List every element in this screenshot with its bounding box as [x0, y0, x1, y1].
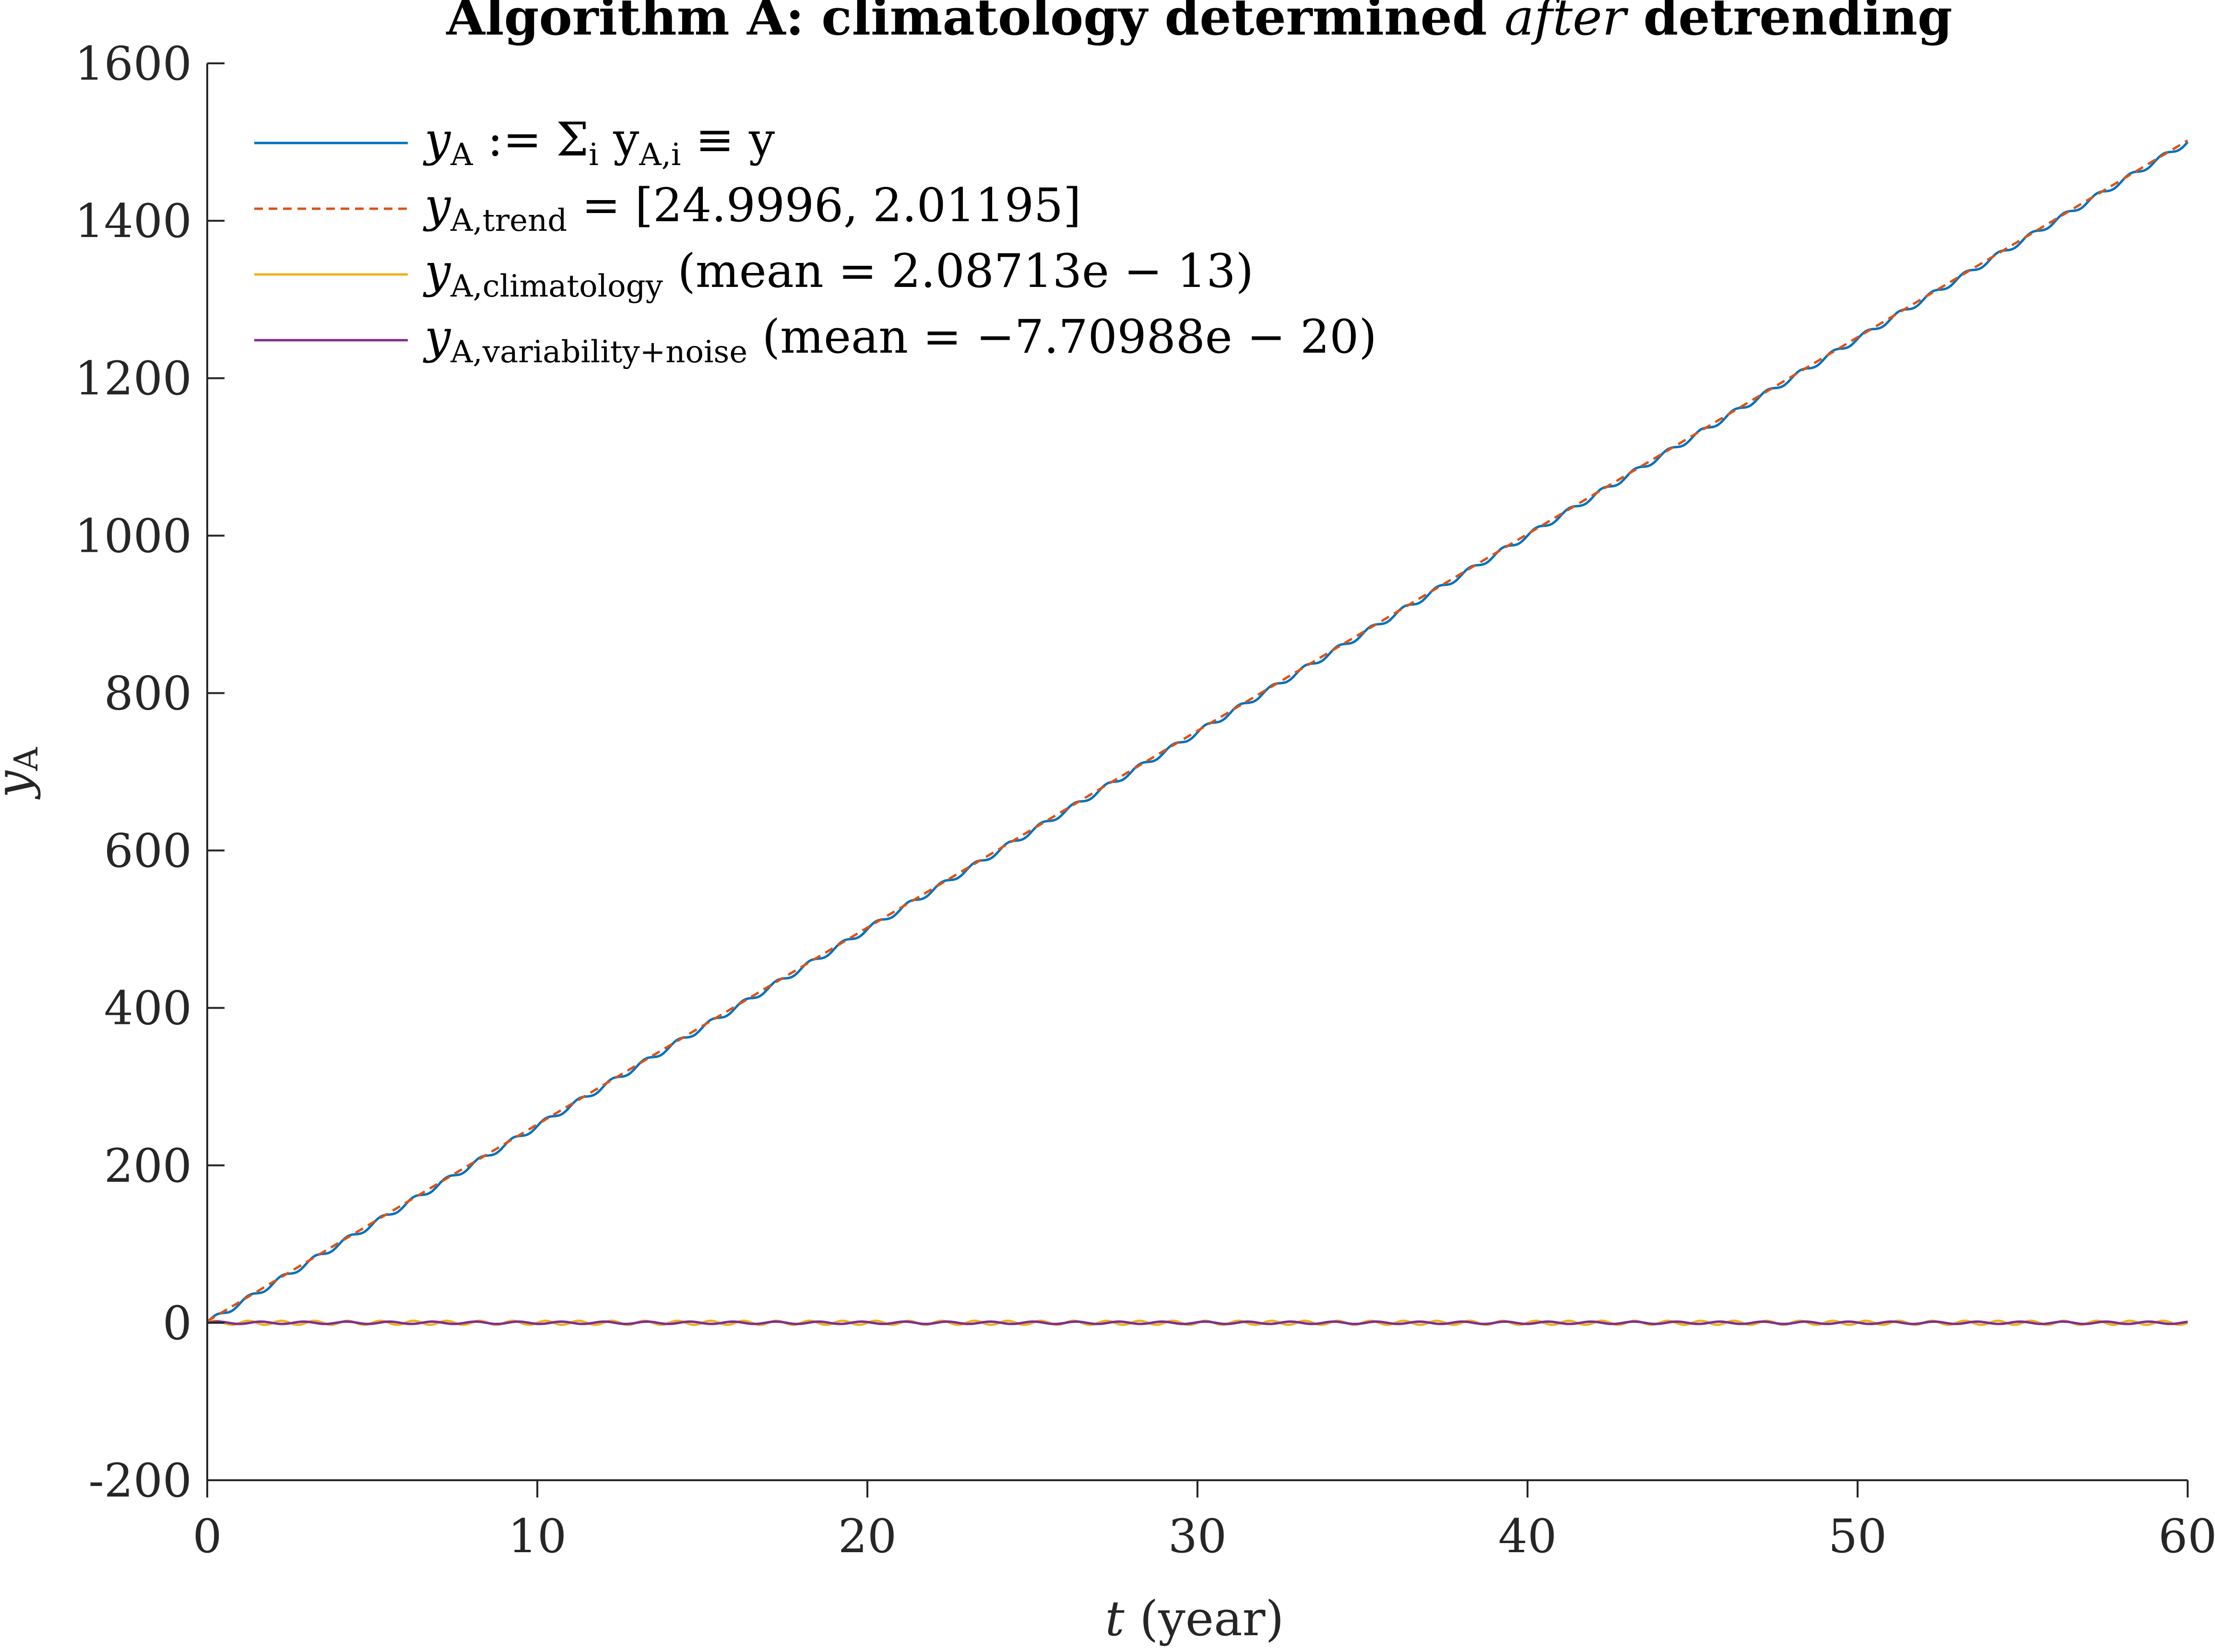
legend-label-1: yA := Σi yA,i ≡ y — [423, 113, 775, 173]
y-tick-label: 1200 — [75, 352, 192, 405]
series-line-4 — [207, 1320, 2188, 1325]
x-axis-label-unit: (year) — [1125, 1591, 1284, 1647]
legend: yA := Σi yA,i ≡ yyA,trend = [24.9996, 2.… — [254, 113, 1377, 370]
chart-title-part-3: detrending — [1626, 0, 1952, 47]
y-tick-label: 600 — [104, 824, 192, 878]
chart-title-part-1: Algorithm A: climatology determined — [446, 0, 1504, 47]
legend-label-2: yA,trend = [24.9996, 2.01195] — [423, 178, 1081, 238]
x-tick-label: 10 — [508, 1509, 567, 1563]
y-tick-label: 800 — [104, 666, 192, 720]
x-tick-label: 50 — [1828, 1509, 1887, 1563]
y-tick-label: 200 — [104, 1139, 192, 1193]
x-tick-label: 60 — [2158, 1509, 2215, 1563]
series-line-2 — [206, 139, 2189, 1322]
y-axis-label-var: y — [0, 770, 41, 800]
y-tick-label: 400 — [104, 982, 192, 1035]
x-tick-label: 20 — [838, 1509, 897, 1563]
legend-label-3: yA,climatology (mean = 2.08713e − 13) — [423, 244, 1254, 304]
y-tick-label: 1000 — [75, 509, 192, 563]
plot-area — [206, 139, 2189, 1326]
legend-label-4: yA,variability+noise (mean = −7.70988e −… — [423, 310, 1377, 370]
x-tick-label: 40 — [1498, 1509, 1557, 1563]
y-axis-label-sub: A — [8, 747, 46, 771]
axes: 0 10 20 30 40 50 60-20002004006008001000120014… — [75, 37, 2215, 1563]
x-tick-label: 30 — [1168, 1509, 1227, 1563]
y-tick-label: 0 — [163, 1296, 192, 1350]
x-tick-label: 0 — [192, 1509, 222, 1563]
chart-title: Algorithm A: climatology determined afte… — [446, 0, 1952, 47]
x-axis-label-var: t — [1105, 1591, 1125, 1647]
series-line-1 — [206, 141, 2189, 1324]
y-tick-label: -200 — [88, 1454, 192, 1508]
chart-title-part-2: after — [1504, 0, 1629, 47]
x-axis-label: t (year) — [1105, 1591, 1284, 1647]
y-tick-label: 1600 — [75, 37, 192, 91]
y-tick-label: 1400 — [75, 194, 192, 248]
y-axis-label: yA — [0, 747, 46, 800]
